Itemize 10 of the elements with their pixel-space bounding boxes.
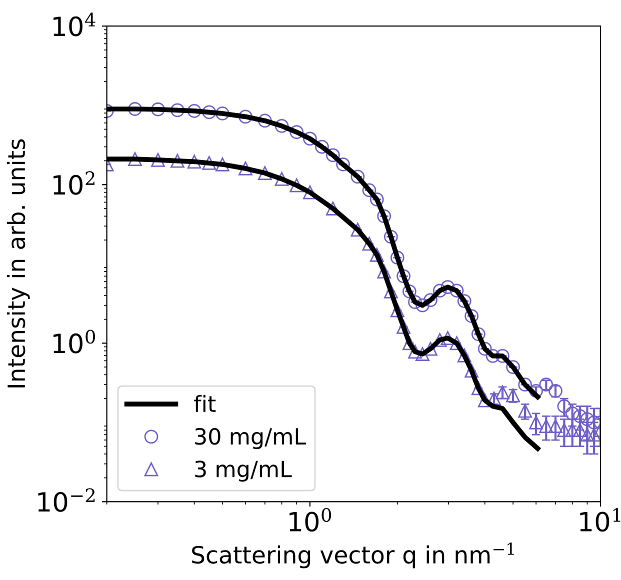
y-tick-label: 10$^{4}$	[54, 12, 96, 36]
y-tick-label: 10$^{2}$	[54, 171, 94, 195]
legend-label: 3 mg/mL	[195, 460, 292, 482]
x-axis-title: Scattering vector q in nm$^{−1}$	[192, 542, 514, 568]
y-tick-label: 10$^{0}$	[54, 330, 95, 354]
x-tick-label: 10$^{1}$	[580, 508, 620, 532]
legend-label: fit	[194, 394, 216, 412]
y-tick-label: 10$^{−2}$	[38, 488, 95, 512]
y-axis-title: Intensity in arb. units	[6, 139, 30, 388]
legend-label: 30 mg/mL	[195, 428, 306, 450]
